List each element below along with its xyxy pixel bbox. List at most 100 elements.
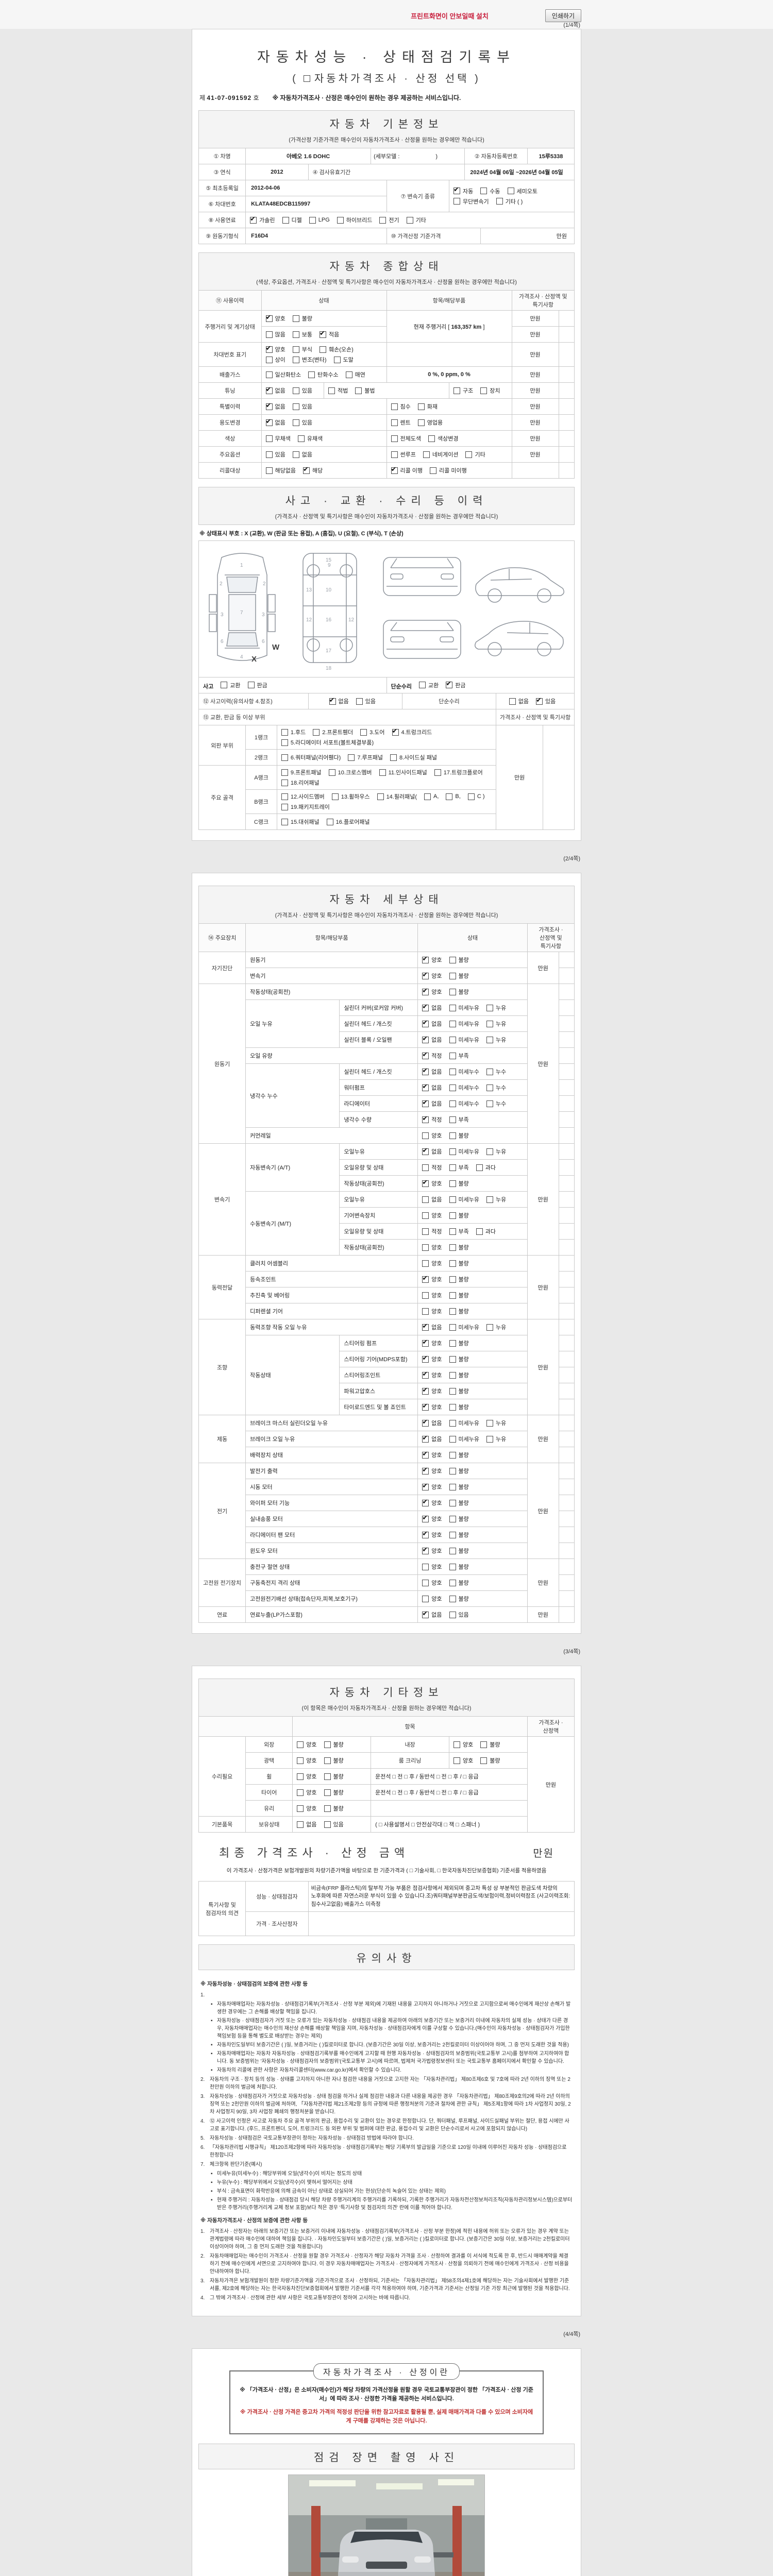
checkbox[interactable]	[422, 1260, 429, 1267]
checkbox[interactable]	[422, 1274, 429, 1283]
price-select-checkbox[interactable]	[303, 75, 310, 82]
checkbox[interactable]	[434, 769, 441, 776]
checkbox[interactable]	[422, 1354, 429, 1363]
checkbox[interactable]	[449, 1084, 456, 1091]
checkbox[interactable]	[265, 371, 273, 378]
checkbox[interactable]	[422, 1082, 429, 1091]
checkbox[interactable]	[309, 216, 316, 224]
checkbox[interactable]	[486, 1004, 493, 1011]
checkbox[interactable]	[422, 1514, 429, 1522]
checkbox[interactable]	[379, 769, 386, 776]
checkbox[interactable]	[422, 1498, 429, 1506]
checkbox[interactable]	[265, 401, 273, 410]
checkbox[interactable]	[449, 1467, 456, 1475]
checkbox[interactable]	[337, 216, 344, 224]
checkbox[interactable]	[449, 1260, 456, 1267]
checkbox[interactable]	[449, 1371, 456, 1379]
checkbox[interactable]	[422, 1482, 429, 1490]
checkbox[interactable]	[449, 1212, 456, 1219]
checkbox[interactable]	[328, 387, 335, 394]
checkbox[interactable]	[292, 346, 299, 353]
checkbox[interactable]	[446, 680, 453, 689]
checkbox[interactable]	[422, 1164, 429, 1171]
checkbox[interactable]	[422, 1402, 429, 1411]
checkbox[interactable]	[422, 1370, 429, 1379]
checkbox[interactable]	[422, 1228, 429, 1235]
checkbox[interactable]	[265, 451, 273, 458]
checkbox[interactable]	[265, 385, 273, 394]
checkbox[interactable]	[422, 1530, 429, 1538]
checkbox[interactable]	[265, 313, 273, 322]
checkbox[interactable]	[265, 356, 273, 363]
checkbox[interactable]	[360, 728, 367, 736]
checkbox[interactable]	[449, 1244, 456, 1251]
checkbox[interactable]	[281, 769, 288, 776]
checkbox[interactable]	[292, 451, 299, 458]
checkbox[interactable]	[391, 419, 398, 426]
install-hint-link[interactable]: 프린트화면이 안보일때 설치	[411, 12, 489, 20]
checkbox[interactable]	[423, 451, 430, 458]
checkbox[interactable]	[418, 682, 426, 689]
checkbox[interactable]	[449, 1036, 456, 1043]
checkbox[interactable]	[449, 1515, 456, 1522]
checkbox[interactable]	[422, 1418, 429, 1427]
checkbox[interactable]	[449, 1228, 456, 1235]
checkbox[interactable]	[422, 1196, 429, 1203]
checkbox[interactable]	[486, 1435, 493, 1443]
checkbox[interactable]	[449, 1419, 456, 1427]
checkbox[interactable]	[449, 1595, 456, 1602]
print-button[interactable]: 인쇄하기	[545, 9, 581, 22]
checkbox[interactable]	[297, 1821, 304, 1828]
checkbox[interactable]	[324, 1773, 331, 1780]
checkbox[interactable]	[449, 1340, 456, 1347]
checkbox[interactable]	[297, 435, 305, 442]
checkbox[interactable]	[422, 1308, 429, 1315]
checkbox[interactable]	[507, 188, 514, 194]
checkbox[interactable]	[449, 988, 456, 995]
checkbox[interactable]	[292, 356, 299, 363]
checkbox[interactable]	[449, 1435, 456, 1443]
checkbox[interactable]	[297, 1757, 304, 1764]
checkbox[interactable]	[422, 1114, 429, 1123]
checkbox[interactable]	[265, 417, 273, 426]
checkbox[interactable]	[422, 1003, 429, 1011]
checkbox[interactable]	[446, 793, 453, 800]
checkbox[interactable]	[449, 1308, 456, 1315]
checkbox[interactable]	[449, 1579, 456, 1586]
checkbox[interactable]	[417, 403, 425, 410]
checkbox[interactable]	[297, 1741, 304, 1748]
checkbox[interactable]	[391, 451, 398, 458]
checkbox[interactable]	[391, 465, 398, 474]
checkbox[interactable]	[422, 1178, 429, 1187]
checkbox[interactable]	[281, 803, 288, 810]
checkbox[interactable]	[449, 1355, 456, 1363]
checkbox[interactable]	[449, 1148, 456, 1155]
checkbox[interactable]	[422, 987, 429, 995]
checkbox[interactable]	[265, 344, 273, 353]
checkbox[interactable]	[486, 1196, 493, 1203]
checkbox[interactable]	[449, 972, 456, 979]
checkbox[interactable]	[320, 346, 326, 353]
checkbox[interactable]	[486, 1084, 493, 1091]
checkbox[interactable]	[449, 1132, 456, 1139]
checkbox[interactable]	[422, 1019, 429, 1027]
checkbox[interactable]	[355, 387, 362, 394]
checkbox[interactable]	[449, 1324, 456, 1331]
checkbox[interactable]	[422, 1595, 429, 1602]
checkbox[interactable]	[422, 1434, 429, 1443]
checkbox[interactable]	[320, 329, 326, 338]
checkbox[interactable]	[328, 769, 335, 776]
checkbox[interactable]	[422, 1579, 429, 1586]
checkbox[interactable]	[453, 185, 460, 194]
checkbox[interactable]	[265, 331, 273, 338]
checkbox[interactable]	[422, 1450, 429, 1459]
checkbox[interactable]	[250, 215, 257, 224]
checkbox[interactable]	[422, 1244, 429, 1251]
checkbox[interactable]	[486, 1419, 493, 1427]
checkbox[interactable]	[476, 1228, 483, 1235]
checkbox[interactable]	[422, 1386, 429, 1395]
checkbox[interactable]	[449, 1451, 456, 1459]
checkbox[interactable]	[422, 1609, 429, 1618]
checkbox[interactable]	[297, 1773, 304, 1780]
checkbox[interactable]	[281, 779, 288, 786]
